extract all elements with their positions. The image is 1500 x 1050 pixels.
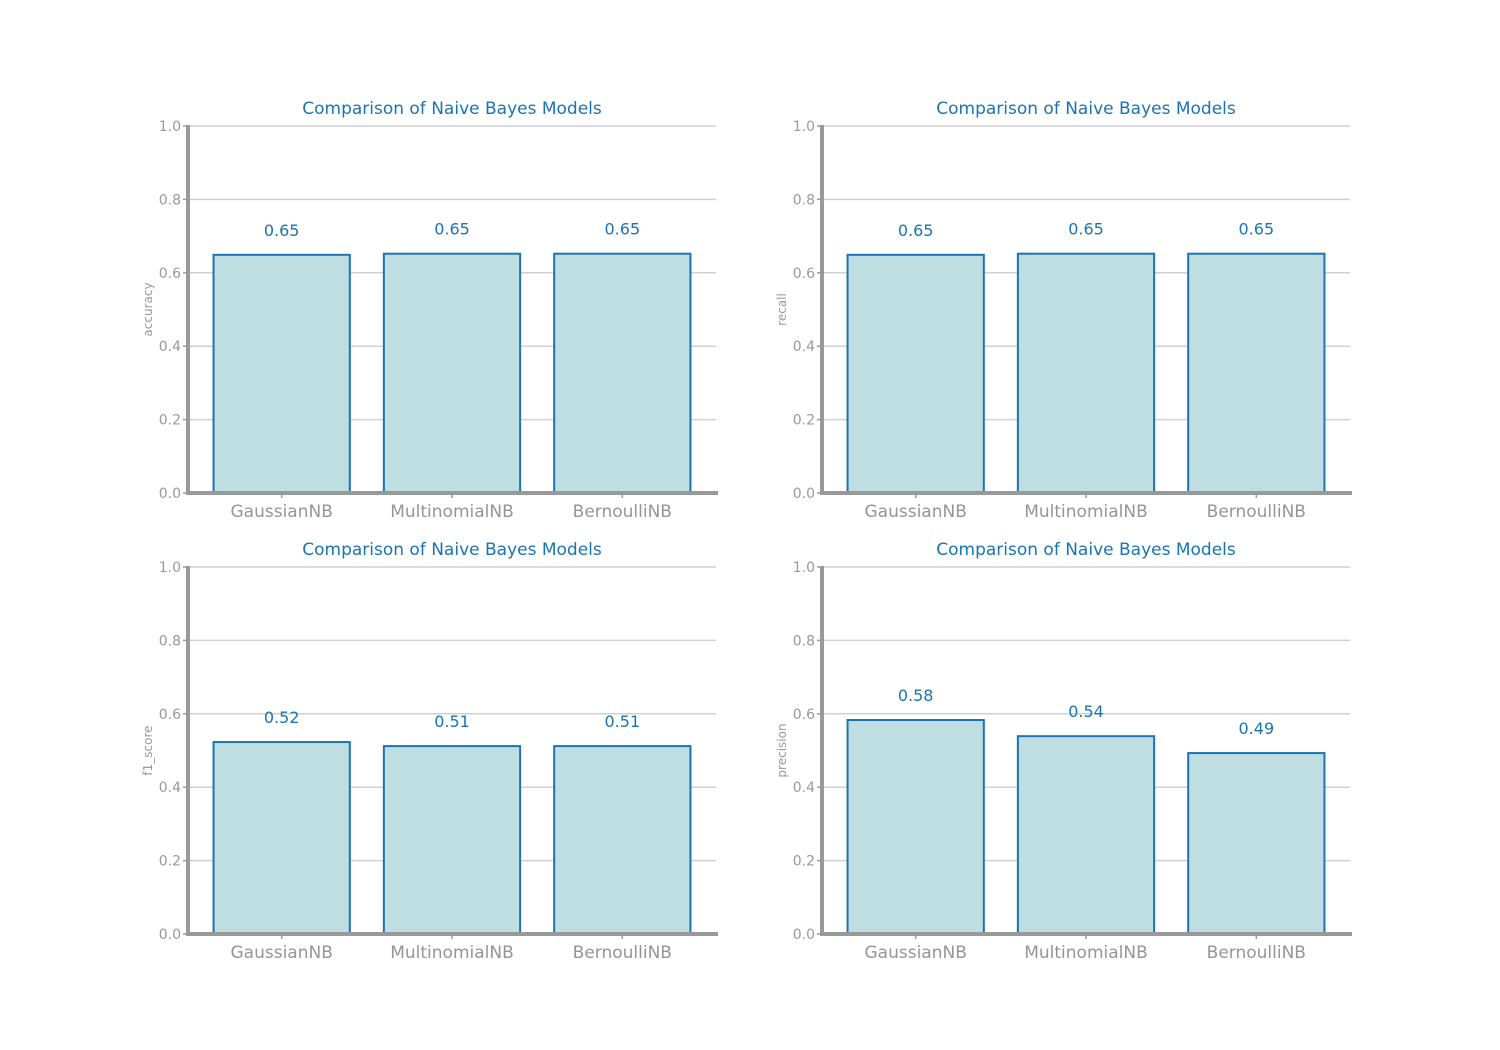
y-tick-label: 0.0 <box>793 486 815 502</box>
chart-panel-1: Comparison of Naive Bayes Models 0.0 0.2 0.… <box>141 99 718 522</box>
bar-GaussianNB <box>212 741 351 936</box>
y-tick-label: 0.4 <box>159 780 181 796</box>
chart-panel-3: Comparison of Naive Bayes Models 0.0 0.2 0.… <box>141 540 718 963</box>
y-tick-label: 1.0 <box>159 560 181 576</box>
chart-title: Comparison of Naive Bayes Models <box>936 540 1236 560</box>
y-tick-label: 0.2 <box>159 854 181 870</box>
x-tick-label: GaussianNB <box>230 502 332 522</box>
bar-MultinomialNB <box>1016 252 1156 494</box>
x-tick-label: BernoulliNB <box>1207 943 1306 963</box>
x-tick-label: BernoulliNB <box>573 502 672 522</box>
chart-title: Comparison of Naive Bayes Models <box>302 99 602 119</box>
y-tick-label: 0.0 <box>159 927 181 943</box>
x-tick-label: MultinomialNB <box>390 502 514 522</box>
chart-title: Comparison of Naive Bayes Models <box>302 540 602 560</box>
value-label: 0.58 <box>898 686 934 705</box>
bar-BernoulliNB <box>1187 752 1326 935</box>
value-label: 0.65 <box>1068 220 1104 239</box>
value-label: 0.65 <box>898 221 934 240</box>
y-tick-label: 0.0 <box>793 927 815 943</box>
y-tick-label: 0.2 <box>159 413 181 429</box>
value-label: 0.65 <box>434 220 470 239</box>
x-tick-label: GaussianNB <box>864 502 966 522</box>
value-label: 0.49 <box>1239 719 1275 738</box>
y-tick-label: 1.0 <box>159 119 181 135</box>
y-tick-label: 1.0 <box>793 560 815 576</box>
x-tick-label: MultinomialNB <box>1024 943 1148 963</box>
value-label: 0.65 <box>605 220 641 239</box>
y-axis-label: accuracy <box>141 282 155 336</box>
y-axis-label: precision <box>775 723 789 777</box>
y-tick-label: 0.6 <box>159 266 181 282</box>
bar-MultinomialNB <box>1016 735 1156 936</box>
chart-panel-2: Comparison of Naive Bayes Models 0.0 0.2 0.… <box>775 99 1352 522</box>
value-label: 0.54 <box>1068 702 1104 721</box>
bar-MultinomialNB <box>382 745 522 936</box>
bar-BernoulliNB <box>553 252 692 494</box>
bar-GaussianNB <box>846 253 985 494</box>
y-tick-label: 0.8 <box>793 633 815 649</box>
y-tick-label: 0.2 <box>793 854 815 870</box>
chart-panel-4: Comparison of Naive Bayes Models 0.0 0.2 0.… <box>775 540 1352 963</box>
bar-MultinomialNB <box>382 252 522 494</box>
y-tick-label: 0.0 <box>159 486 181 502</box>
y-tick-label: 0.4 <box>793 339 815 355</box>
x-tick-label: MultinomialNB <box>390 943 514 963</box>
y-tick-label: 0.4 <box>793 780 815 796</box>
y-tick-label: 0.8 <box>793 192 815 208</box>
value-label: 0.51 <box>605 712 641 731</box>
bar-GaussianNB <box>212 253 351 494</box>
value-label: 0.65 <box>264 221 300 240</box>
y-tick-label: 0.6 <box>793 266 815 282</box>
y-tick-label: 0.6 <box>159 707 181 723</box>
bar-BernoulliNB <box>553 745 692 936</box>
y-tick-label: 0.4 <box>159 339 181 355</box>
bar-GaussianNB <box>846 719 985 935</box>
bar-BernoulliNB <box>1187 252 1326 494</box>
y-tick-label: 1.0 <box>793 119 815 135</box>
y-tick-label: 0.6 <box>793 707 815 723</box>
y-tick-label: 0.8 <box>159 192 181 208</box>
y-tick-label: 0.8 <box>159 633 181 649</box>
chart-title: Comparison of Naive Bayes Models <box>936 99 1236 119</box>
x-tick-label: MultinomialNB <box>1024 502 1148 522</box>
x-tick-label: GaussianNB <box>230 943 332 963</box>
y-axis-label: recall <box>775 293 789 326</box>
value-label: 0.51 <box>434 712 470 731</box>
x-tick-label: GaussianNB <box>864 943 966 963</box>
x-tick-label: BernoulliNB <box>573 943 672 963</box>
y-tick-label: 0.2 <box>793 413 815 429</box>
x-tick-label: BernoulliNB <box>1207 502 1306 522</box>
value-label: 0.65 <box>1239 220 1275 239</box>
y-axis-label: f1_score <box>141 725 155 775</box>
value-label: 0.52 <box>264 708 300 727</box>
